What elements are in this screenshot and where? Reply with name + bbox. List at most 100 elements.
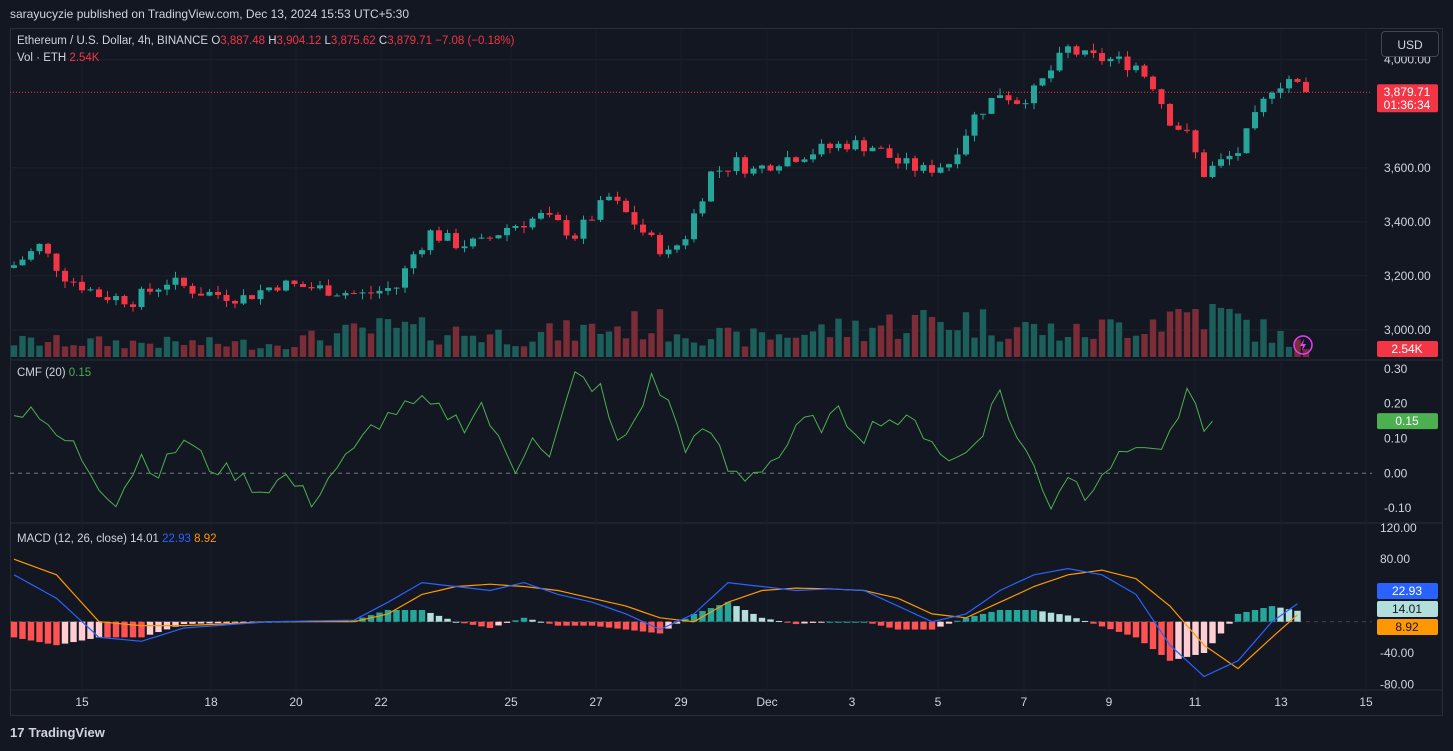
volume-bar [554,340,562,357]
volume-bar [1073,323,1080,357]
candle-body [393,287,400,289]
volume-bar [546,323,553,357]
footer-brand[interactable]: 17 TradingView [10,725,105,740]
macd-histogram-bar [401,610,409,622]
candle-body [138,288,145,307]
macd-histogram-bar [478,621,485,627]
candle-body [827,143,833,149]
candle-body [1294,79,1301,82]
candle-body [181,277,187,286]
candle-body [512,225,519,228]
volume-bar [937,321,944,357]
macd-signal-tag-text: 8.92 [1395,620,1419,634]
volume-bar [571,340,579,357]
volume-bar [529,341,536,357]
candle-body [342,293,349,296]
volume-bar [1277,331,1284,357]
currency-button[interactable]: USD [1381,31,1439,57]
macd-histogram-bar [214,621,222,624]
macd-histogram-bar [1251,610,1259,622]
volume-bar [350,323,358,357]
volume-bar [928,316,936,357]
candle-body [963,135,969,155]
candle-body [793,157,799,162]
candle-body [903,158,910,164]
candle-body [1116,56,1122,59]
cmf-tag-text: 0.15 [1395,414,1419,428]
macd-histogram-bar [971,615,978,622]
macd-histogram-bar [1073,618,1080,622]
volume-bar [580,324,587,357]
macd-histogram-bar [1115,621,1123,632]
candle-body [232,300,238,304]
candle-body [1005,95,1012,101]
volume-bar [1124,337,1131,357]
last-price-tag-text: 01:36:34 [1384,98,1431,112]
volume-bar [1149,319,1157,357]
macd-histogram-bar [1234,613,1242,622]
cmf-legend: CMF (20) 0.15 [17,367,91,379]
volume-bar [605,331,613,357]
candle-body [920,165,927,171]
cmf-tick-label: 0.30 [1384,362,1408,376]
volume-bar [758,332,766,357]
candle-body [155,289,162,292]
macd-tick-label: 80.00 [1380,552,1410,566]
main-legend: Ethereum / U.S. Dollar, 4h, BINANCE O3,8… [17,35,515,47]
volume-bar [996,341,1004,357]
macd-legend: MACD (12, 26, close) 14.01 22.93 8.92 [17,533,217,545]
volume-bar [27,337,35,357]
time-tick-label: Dec [756,695,777,709]
volume-bar [835,318,842,357]
candle-body [691,213,697,240]
cmf-label: CMF (20) [17,367,66,379]
candle-body [1286,79,1292,89]
macd-histogram-bar [733,606,740,622]
macd-histogram-bar [886,621,893,628]
candle-body [886,148,893,158]
candle-body [1048,70,1054,79]
candle-body [1226,155,1233,160]
candle-body [614,196,621,201]
volume-bar [469,335,477,357]
price-tick-label: 3,400.00 [1384,215,1431,229]
lightning-icon[interactable] [1293,335,1313,355]
candle-body [1235,153,1241,156]
macd-histogram-bar [1183,621,1191,657]
candle-body [1133,65,1139,71]
volume-bar [384,319,392,357]
macd-histogram-bar [869,621,876,624]
macd-histogram-bar [537,621,545,623]
volume-bar [1090,338,1097,357]
volume-bar [767,339,774,357]
volume-bar [1005,338,1012,357]
volume-tag [1377,341,1438,357]
macd-histogram-bar [410,610,417,622]
volume-bar [1132,335,1140,357]
macd-histogram-bar [724,602,732,622]
macd-histogram-bar [1039,611,1046,622]
candle-body [300,283,306,288]
macd-label: MACD (12, 26, close) [17,533,127,545]
candle-body [1252,112,1258,129]
macd-histogram-bar [61,621,69,644]
macd-histogram-bar [44,621,52,644]
macd-histogram-bar [384,610,392,622]
candle-body [801,159,808,162]
macd-tag [1377,583,1438,599]
volume-bar [537,331,545,357]
candle-body [62,270,68,282]
candle-body [1090,50,1097,54]
macd-histogram-bar [486,621,494,628]
volume-bar [163,336,171,357]
macd-histogram-bar [452,621,460,623]
candle-body [640,224,646,233]
volume-bar [1226,308,1233,357]
volume-bar [240,339,247,357]
candle-body [36,243,43,252]
volume-bar [1260,319,1267,357]
candle-body [946,164,952,168]
time-tick-label: 9 [1106,695,1113,709]
volume-bar [1294,339,1301,357]
